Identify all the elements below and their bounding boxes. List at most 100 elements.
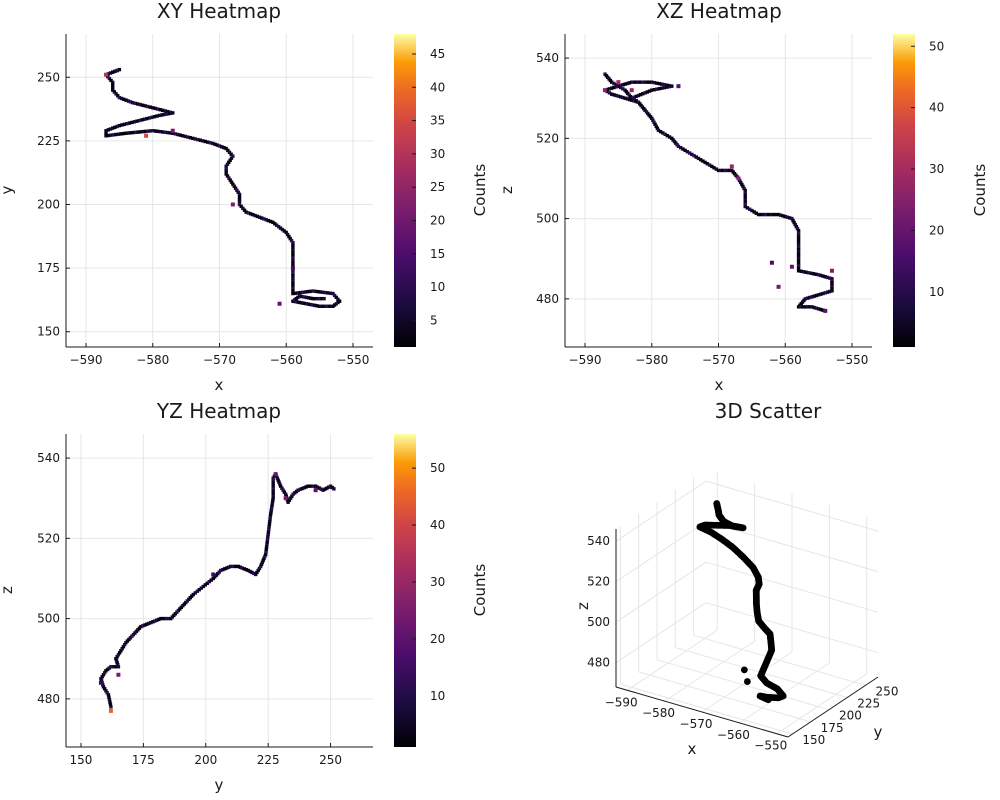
heatmap-cell	[306, 289, 310, 294]
y-axis-label: z	[498, 186, 516, 194]
heatmap-cell	[259, 562, 264, 567]
y-tick-label: 540	[37, 451, 60, 465]
heatmap-cell	[278, 484, 283, 488]
heatmap-cell	[145, 116, 149, 121]
heatmap-cell	[309, 302, 313, 307]
heatmap-cell	[326, 485, 331, 489]
heatmap-cell	[308, 484, 313, 488]
y-axis-label: y	[0, 185, 16, 194]
heatmap-cell	[799, 305, 803, 309]
heatmap-cell	[296, 291, 300, 295]
heatmap-cell	[274, 474, 279, 478]
heatmap-cell	[286, 500, 290, 504]
x-tick-label: 250	[319, 753, 342, 767]
heatmap-cell	[796, 257, 801, 261]
x-tick-label: −580	[635, 353, 668, 367]
heatmap-cell	[161, 108, 165, 113]
z-gridline	[705, 561, 879, 613]
heatmap-cell	[650, 80, 654, 84]
heatmap-cell	[325, 486, 329, 490]
heatmap-cell	[317, 486, 322, 490]
heatmap-cell	[268, 520, 272, 524]
heatmap-cell	[641, 92, 645, 96]
heatmap-cell	[830, 289, 834, 293]
heatmap-cell	[253, 213, 257, 218]
heatmap-cell	[291, 256, 295, 260]
heatmap-cell	[107, 697, 112, 702]
x-tick-label: 175	[132, 753, 155, 767]
heatmap-cell	[623, 82, 627, 86]
x-tick-label: −580	[136, 353, 169, 367]
heatmap-cell	[723, 168, 727, 173]
heatmap-cell	[111, 665, 116, 669]
3d-scatter-panel: 3D Scatter x y z −590 −580 −570 −560 −550 150…	[574, 399, 898, 758]
y-tick-label: 150	[37, 325, 60, 339]
heatmap-cell	[199, 586, 203, 590]
heatmap-cell	[821, 291, 825, 296]
heatmap-cell	[106, 128, 110, 132]
heatmap-cell	[743, 195, 747, 200]
heatmap-cell	[334, 295, 338, 300]
heatmap-cell	[806, 271, 811, 275]
heatmap-cell	[163, 130, 167, 134]
heatmap-cell	[153, 619, 157, 623]
x-axis-label: x	[715, 376, 724, 394]
colorbar-tick-label: 40	[929, 101, 944, 115]
z-gridline	[705, 602, 879, 654]
heatmap-cell	[166, 109, 170, 114]
heatmap-cell	[804, 270, 808, 274]
heatmap-cell	[266, 535, 270, 539]
heatmap-cell	[291, 258, 295, 263]
heatmap-cell	[104, 128, 108, 133]
heatmap-cell	[741, 184, 745, 189]
heatmap-cell	[264, 550, 268, 554]
heatmap-cell	[685, 150, 690, 154]
heatmap-hot-cell	[829, 268, 834, 273]
heatmap-cell	[112, 90, 117, 94]
heatmap-cell	[618, 95, 623, 99]
heatmap-cell	[614, 85, 618, 89]
heatmap-cell	[284, 494, 288, 498]
heatmap-cell	[774, 212, 778, 217]
heatmap-cell	[647, 89, 652, 93]
heatmap-cell	[801, 270, 806, 274]
heatmap-cell	[285, 498, 290, 502]
heatmap-cells	[98, 472, 336, 713]
heatmap-cell	[743, 191, 747, 195]
x-tick-label: −590	[70, 353, 103, 367]
heatmap-cell	[291, 286, 295, 291]
heatmap-cell	[268, 515, 273, 519]
heatmap-cell	[650, 116, 654, 120]
heatmap-cell	[137, 118, 142, 123]
heatmap-cell	[302, 301, 306, 306]
heatmap-hot-cell	[629, 88, 634, 93]
heatmap-cell	[101, 673, 106, 677]
heatmap-cell	[657, 81, 661, 86]
heatmap-cell	[122, 642, 127, 647]
heatmap-cell	[640, 80, 644, 84]
heatmap-cell	[618, 83, 623, 88]
heatmap-cell	[754, 211, 759, 215]
heatmap-cell	[166, 616, 171, 621]
heatmap-cell	[111, 80, 115, 85]
heatmap-hot-cell	[769, 260, 774, 265]
heatmap-cell	[650, 88, 654, 92]
heatmap-cell	[115, 68, 119, 73]
heatmap-cell	[203, 139, 208, 144]
x-axis-line	[615, 686, 789, 738]
heatmap-cell	[227, 176, 231, 180]
heatmap-cell	[271, 483, 275, 488]
colorbar-tick-label: 15	[430, 247, 445, 261]
heatmap-cell	[236, 190, 240, 194]
x-tick-label: −550	[336, 353, 369, 367]
z-gridline	[705, 480, 879, 532]
heatmap-cell	[819, 307, 823, 312]
heatmap-cell	[769, 212, 773, 217]
heatmap-cell	[719, 168, 723, 173]
heatmap-hot-cell	[116, 672, 121, 677]
heatmap-cell	[316, 289, 320, 294]
heatmap-cell	[621, 87, 625, 91]
heatmap-cell	[116, 653, 121, 657]
heatmap-cell	[612, 81, 616, 86]
heatmap-cell	[652, 80, 656, 85]
